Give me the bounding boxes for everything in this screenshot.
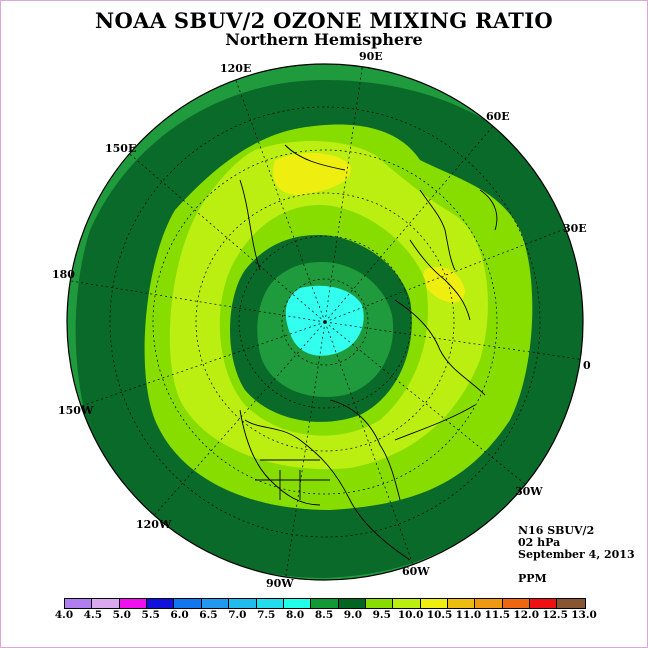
lon-label-120w: 120W xyxy=(136,518,172,531)
colorbar-swatch xyxy=(147,599,175,608)
colorbar-tick-label: 12.5 xyxy=(542,609,568,621)
lon-label-0: 0 xyxy=(583,359,591,372)
ozone-field xyxy=(67,64,583,580)
colorbar-swatch xyxy=(502,599,531,608)
map-subtitle: Northern Hemisphere xyxy=(225,30,423,49)
colorbar-ticks: 4.0 4.5 5.0 5.5 6.0 6.5 7.0 7.5 8.0 8.5 9.0 9.5 10.0… xyxy=(0,609,648,623)
colorbar-swatch xyxy=(256,599,284,608)
colorbar-swatch xyxy=(65,599,93,608)
map-boundary xyxy=(66,63,584,581)
colorbar-swatch xyxy=(283,599,312,608)
colorbar-swatch xyxy=(92,599,120,608)
meridians xyxy=(67,64,583,580)
lon-label-60w: 60W xyxy=(402,565,430,578)
colorbar-swatch xyxy=(338,599,366,608)
colorbar-tick-label: 4.5 xyxy=(83,609,103,621)
colorbar-tick-label: 11.0 xyxy=(455,609,482,621)
info-instrument: N16 SBUV/2 xyxy=(518,524,595,537)
colorbar-tick-label: 6.0 xyxy=(170,609,189,621)
lon-label-30e: 30E xyxy=(563,222,587,235)
lon-label-150e: 150E xyxy=(105,142,137,155)
colorbar-tick-label: 12.0 xyxy=(513,609,540,621)
lon-label-90w: 90W xyxy=(266,577,294,590)
colorbar-swatch xyxy=(229,599,257,608)
contour-band-10-0-east xyxy=(423,266,465,303)
colorbar xyxy=(64,598,586,609)
coastlines xyxy=(239,144,498,561)
colorbar-tick-label: 10.0 xyxy=(397,609,424,621)
colorbar-swatch xyxy=(557,599,585,608)
colorbar-swatch xyxy=(365,599,394,608)
info-units: PPM xyxy=(518,572,547,585)
colorbar-tick-label: 5.5 xyxy=(141,609,160,621)
colorbar-tick-label: 7.0 xyxy=(228,609,247,621)
colorbar-swatch xyxy=(448,599,476,608)
lon-label-30w: 30W xyxy=(515,485,543,498)
colorbar-swatch xyxy=(420,599,449,608)
colorbar-swatch xyxy=(475,599,503,608)
colorbar-tick-label: 6.5 xyxy=(199,609,218,621)
colorbar-swatch xyxy=(311,599,339,608)
colorbar-swatch xyxy=(201,599,230,608)
colorbar-tick-label: 10.5 xyxy=(426,609,453,621)
colorbar-tick-label: 9.0 xyxy=(343,609,363,621)
lon-label-180: 180 xyxy=(52,268,75,281)
contour-band-10-0 xyxy=(272,153,351,196)
colorbar-tick-label: 13.0 xyxy=(571,609,597,621)
lon-label-60e: 60E xyxy=(486,110,510,123)
colorbar-tick-label: 9.5 xyxy=(372,609,391,621)
colorbar-tick-label: 8.0 xyxy=(285,609,305,621)
colorbar-tick-label: 7.5 xyxy=(257,609,276,621)
colorbar-swatch xyxy=(530,599,558,608)
map-title: NOAA SBUV/2 OZONE MIXING RATIO xyxy=(95,8,553,33)
colorbar-swatch xyxy=(393,599,421,608)
colorbar-swatch xyxy=(174,599,202,608)
colorbar-tick-label: 8.5 xyxy=(314,609,334,621)
lon-label-120e: 120E xyxy=(220,62,252,75)
lon-label-90e: 90E xyxy=(359,50,383,63)
colorbar-tick-label: 4.0 xyxy=(54,609,74,621)
lon-label-150w: 150W xyxy=(58,404,94,417)
colorbar-swatch xyxy=(119,599,148,608)
info-date: September 4, 2013 xyxy=(518,548,635,561)
latitude-circles xyxy=(109,106,541,538)
info-level: 02 hPa xyxy=(518,536,561,549)
colorbar-tick-label: 5.0 xyxy=(112,609,131,621)
colorbar-tick-label: 11.5 xyxy=(484,609,511,621)
